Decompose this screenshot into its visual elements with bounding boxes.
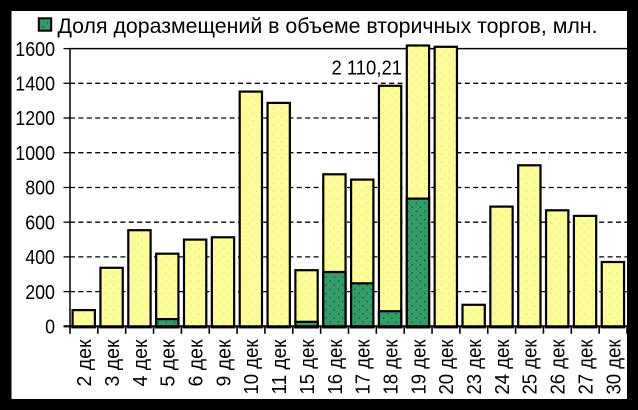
svg-text:23 дек: 23 дек <box>464 339 486 394</box>
svg-text:15 дек: 15 дек <box>297 339 319 394</box>
svg-text:30 дек: 30 дек <box>603 339 625 394</box>
svg-text:1200: 1200 <box>15 108 55 130</box>
svg-text:19 дек: 19 дек <box>408 339 430 394</box>
svg-text:1000: 1000 <box>15 143 55 165</box>
svg-text:Доля доразмещений в объеме вто: Доля доразмещений в объеме вторичных тор… <box>58 15 598 38</box>
svg-text:10 дек: 10 дек <box>241 339 263 394</box>
svg-text:400: 400 <box>25 247 55 269</box>
svg-text:4 дек: 4 дек <box>130 339 152 386</box>
svg-text:3 дек: 3 дек <box>102 339 124 386</box>
svg-text:5 дек: 5 дек <box>158 339 180 386</box>
svg-text:25 дек: 25 дек <box>520 339 542 394</box>
svg-text:27 дек: 27 дек <box>575 339 597 394</box>
svg-text:16 дек: 16 дек <box>325 339 347 394</box>
svg-text:2 110,21: 2 110,21 <box>332 58 403 80</box>
svg-text:0: 0 <box>45 317 55 339</box>
svg-text:1400: 1400 <box>15 74 55 96</box>
svg-text:20 дек: 20 дек <box>436 339 458 394</box>
svg-text:800: 800 <box>25 178 55 200</box>
svg-text:1600: 1600 <box>15 39 55 61</box>
svg-text:200: 200 <box>25 282 55 304</box>
svg-text:18 дек: 18 дек <box>381 339 403 394</box>
svg-text:11 дек: 11 дек <box>269 339 291 394</box>
svg-text:2 дек: 2 дек <box>74 339 96 386</box>
svg-text:600: 600 <box>25 212 55 234</box>
svg-text:6 дек: 6 дек <box>186 339 208 386</box>
svg-text:17 дек: 17 дек <box>353 339 375 394</box>
svg-text:24 дек: 24 дек <box>492 339 514 394</box>
svg-text:9 дек: 9 дек <box>213 339 235 386</box>
svg-text:26 дек: 26 дек <box>548 339 570 394</box>
